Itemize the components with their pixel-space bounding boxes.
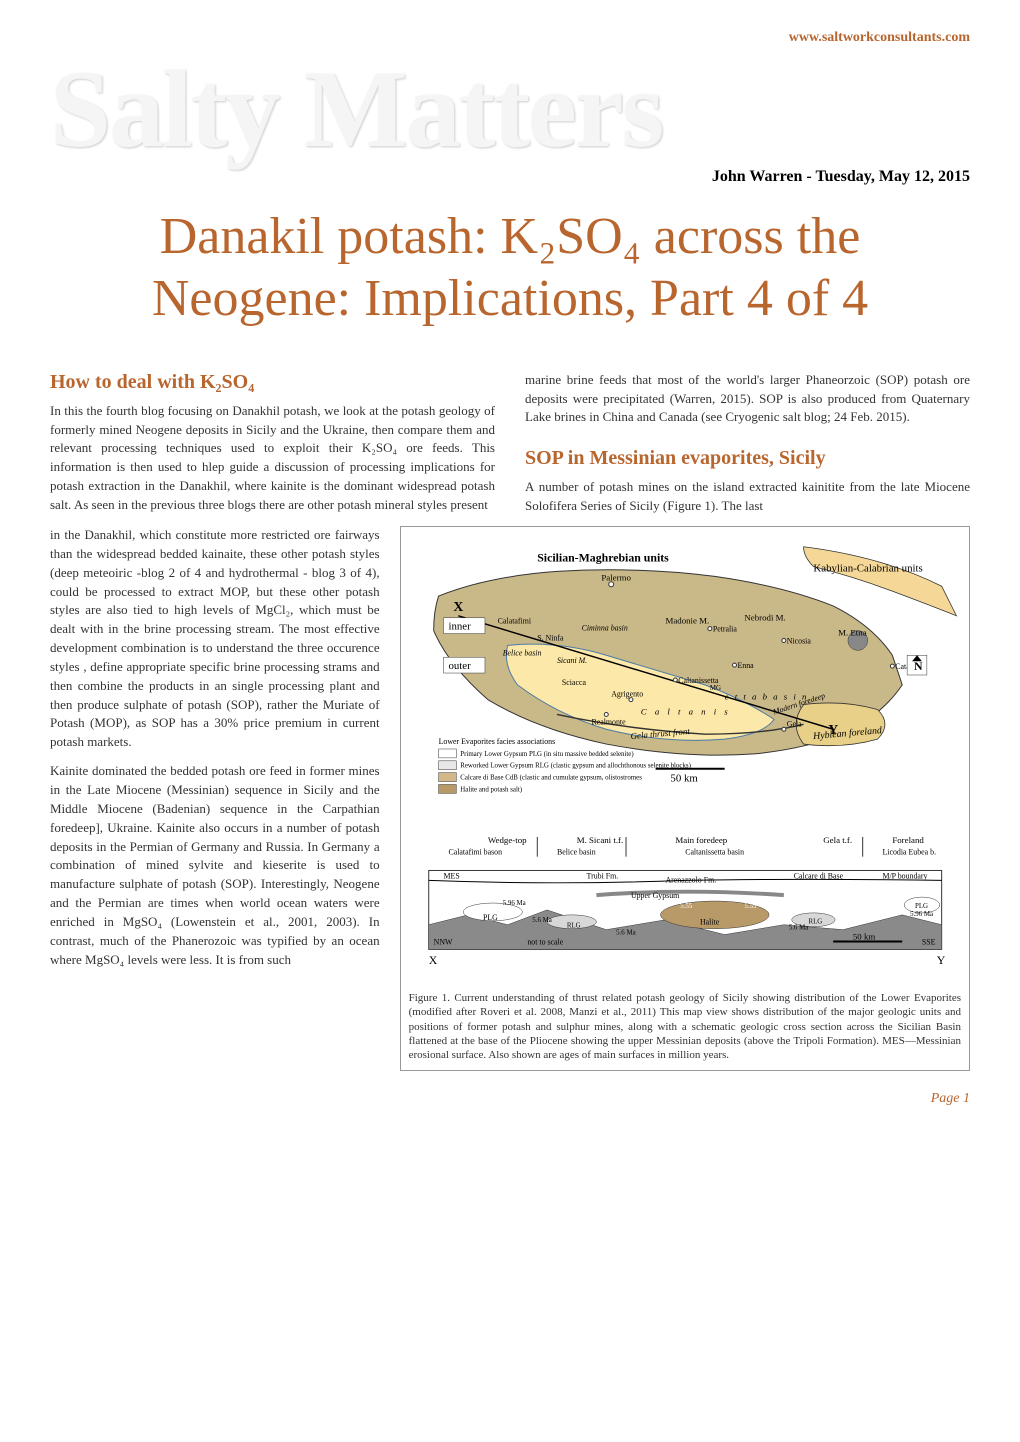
cs-age-4: 5.55 [744,903,757,910]
cs-caltanissetta: Caltanissetta basin [685,848,744,857]
cs-belice: Belice basin [557,848,596,857]
cs-upper-gypsum: Upper Gypsum [631,891,679,900]
cs-age-5: 5.6 Ma [788,925,808,932]
map-ciminna: Ciminna basin [581,624,627,633]
section1-para2: Kainite dominated the bedded potash ore … [50,762,380,969]
cs-age-6: 5.96 Ma [910,911,933,918]
section2-para1: A number of potash mines on the island e… [525,478,970,516]
cs-not-to-scale: not to scale [527,937,563,946]
cs-foreland: Foreland [892,835,924,845]
cs-rlg-1: RLG [566,923,580,930]
section2-intro: marine brine feeds that most of the worl… [525,371,970,428]
map-petralia: Petralia [712,625,737,634]
section1-para1-rest: in the Danakhil, which constitute more r… [50,526,380,752]
masthead: Salty Matters John Warren - Tuesday, May… [50,56,970,186]
figure-1-map: Sicilian-Maghrebian units Kabylian-Calab… [409,535,961,815]
cs-plg-2: PLG [915,903,928,910]
section2-body: A number of potash mines on the island e… [525,478,970,516]
cs-age-0: 5.96 Ma [502,900,525,907]
map-x-label: X [453,599,463,614]
site-url: www.saltworkconsultants.com [50,30,970,46]
cs-wedge-top: Wedge-top [488,835,527,845]
map-agrigento: Agrigento [611,690,643,699]
map-palermo: Palermo [601,572,631,582]
map-sninfa: S. Ninfa [537,633,564,642]
cs-msicani: M. Sicani t.f. [576,835,623,845]
map-sicani: Sicani M. [557,656,587,665]
cs-rlg-2: RLG [808,919,822,926]
byline: John Warren - Tuesday, May 12, 2015 [712,168,970,186]
map-title: Sicilian-Maghrebian units [537,551,669,565]
map-mg: MG [709,685,720,692]
map-calatafimi: Calatafimi [497,617,531,626]
figure-1-caption: Figure 1. Current understanding of thrus… [409,991,961,1062]
cs-gela-tf: Gela t.f. [823,835,852,845]
legend-item-1: Reworked Lower Gypsum RLG (clastic gypsu… [460,763,691,770]
map-sciacca: Sciacca [562,678,587,687]
cs-x: X [428,953,437,967]
map-realmonte: Realmonte [591,717,626,726]
section2-intro-para: marine brine feeds that most of the worl… [525,371,970,428]
page-number: Page 1 [50,1091,970,1107]
article-title: Danakil potash: K₂SO₄ across the Neogene… [50,206,970,331]
map-gela: Gela [786,719,801,728]
cs-plg-1: PLG [483,913,498,922]
map-belice: Belice basin [502,648,541,657]
cs-licodia: Licodia Eubea b. [882,848,936,857]
map-scale: 50 km [670,773,698,785]
map-enna: Enna [737,661,754,670]
cs-age-3: 5.55 [680,903,693,910]
cs-calatafimi: Calatafimi bason [448,848,502,857]
cs-arenazzolo: Arenazzolo Fm. [665,875,716,884]
cs-age-1: 5.6 Ma [532,917,552,924]
section1-heading: How to deal with K₂SO₄ [50,371,495,394]
cs-nnw: NNW [433,937,452,946]
figure-1: Sicilian-Maghrebian units Kabylian-Calab… [400,526,970,1071]
cs-scale: 50 km [852,932,875,942]
map-madonie: Madonie M. [665,616,709,626]
cs-main-foredeep: Main foredeep [675,835,727,845]
map-nebrodi: Nebrodi M. [744,613,785,623]
figure-1-cross-section: Wedge-top M. Sicani t.f. Main foredeep G… [409,830,961,980]
map-nicosia: Nicosia [786,636,811,645]
legend-item-2: Calcare di Base CdB (clastic and cumulat… [460,775,642,782]
cs-calcare: Calcare di Base [793,871,843,880]
title-line-1: Danakil potash: K₂SO₄ across the [160,208,861,265]
map-outer-label: outer [448,660,471,672]
cs-mes: MES [443,871,459,880]
map-caltanissetta-basin: C a l t a n i s [640,706,730,716]
cs-halite: Halite [700,918,720,927]
map-kabylian-label: Kabylian-Calabrian units [813,562,922,574]
section1-continuation: in the Danakhil, which constitute more r… [50,526,400,979]
map-etna: M. Etna [838,628,867,638]
masthead-title: Salty Matters [50,46,662,173]
section1-para1-top: In this the fourth blog focusing on Dana… [50,402,495,515]
cs-trubi: Trubi Fm. [586,871,618,880]
cs-sse: SSE [922,937,936,946]
cs-y: Y [936,953,945,967]
map-caltanissetta: Caltanissetta [678,676,719,685]
title-line-2: Neogene: Implications, Part 4 of 4 [152,270,868,327]
map-inner-label: inner [448,621,471,633]
figure-1-container: Sicilian-Maghrebian units Kabylian-Calab… [400,526,970,1071]
section2-heading: SOP in Messinian evaporites, Sicily [525,447,970,470]
legend-title: Lower Evaporites facies associations [438,737,555,746]
legend-item-3: Halite and potash salt) [460,786,522,793]
section1-body: In this the fourth blog focusing on Dana… [50,402,495,515]
legend-item-0: Primary Lower Gypsum PLG (in situ massiv… [460,751,633,758]
cs-age-2: 5.6 Ma [616,930,636,937]
cs-mp: M/P boundary [882,871,927,880]
